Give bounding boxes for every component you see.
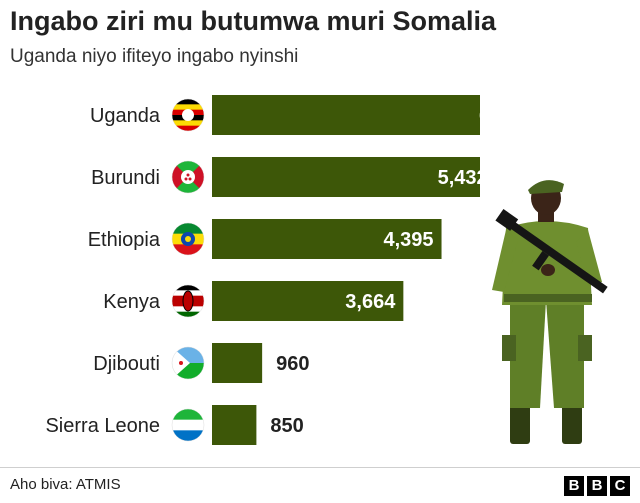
- bar-kenya: [212, 281, 404, 321]
- bar-ethiopia: [212, 219, 442, 259]
- bar-uganda: [212, 95, 480, 135]
- bbc-logo-letter: B: [587, 476, 607, 496]
- category-label: Burundi: [91, 167, 160, 189]
- source-note: Aho biva: ATMIS: [10, 476, 121, 493]
- bar-burundi: [212, 157, 480, 197]
- bar-chart: Uganda 6,223 Burundi 5,432 Ethiopia 4,395 Keny…: [45, 95, 480, 445]
- value-label: 850: [270, 415, 303, 437]
- flag-ethiopia-icon: [171, 222, 205, 256]
- bar-sierra-leone: [212, 405, 257, 445]
- flag-uganda-icon: [171, 98, 205, 132]
- flag-sierra-leone-icon: [171, 408, 205, 442]
- bar-djibouti: [212, 343, 263, 383]
- value-label: 3,664: [345, 291, 396, 313]
- flag-burundi-icon: [171, 160, 205, 194]
- bbc-logo: B B C: [564, 476, 630, 496]
- category-label: Uganda: [90, 105, 161, 127]
- bbc-logo-letter: B: [564, 476, 584, 496]
- footer-divider: [0, 467, 640, 468]
- soldier-illustration: [492, 180, 608, 444]
- value-label: 4,395: [383, 229, 433, 251]
- category-label: Sierra Leone: [45, 415, 160, 437]
- flag-djibouti-icon: [171, 346, 205, 380]
- value-label: 5,432: [438, 167, 480, 189]
- value-label: 960: [276, 353, 309, 375]
- chart-subtitle: Uganda niyo ifiteyo ingabo nyinshi: [10, 46, 299, 67]
- value-label: 6,223: [479, 105, 480, 127]
- category-label: Djibouti: [93, 353, 160, 375]
- chart-title: Ingabo ziri mu butumwa muri Somalia: [10, 6, 497, 36]
- flag-kenya-icon: [171, 284, 205, 318]
- category-label: Kenya: [103, 291, 161, 313]
- bbc-logo-letter: C: [610, 476, 630, 496]
- category-label: Ethiopia: [88, 229, 161, 251]
